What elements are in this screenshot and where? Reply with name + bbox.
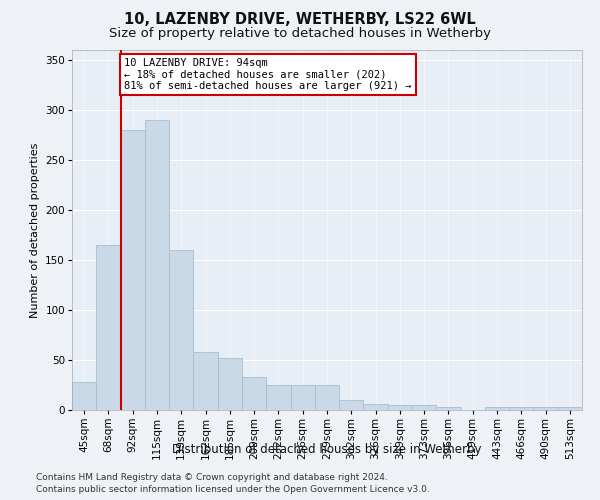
Bar	[121, 130, 145, 410]
Bar	[533, 407, 558, 410]
Bar	[218, 358, 242, 410]
Bar	[242, 377, 266, 410]
Bar	[193, 352, 218, 410]
Bar	[509, 407, 533, 410]
Bar	[339, 400, 364, 410]
Bar	[558, 407, 582, 410]
Bar	[290, 385, 315, 410]
Bar	[315, 385, 339, 410]
Bar	[364, 404, 388, 410]
Bar	[145, 120, 169, 410]
Text: Contains public sector information licensed under the Open Government Licence v3: Contains public sector information licen…	[36, 485, 430, 494]
Bar	[485, 407, 509, 410]
Y-axis label: Number of detached properties: Number of detached properties	[30, 142, 40, 318]
Bar	[169, 250, 193, 410]
Bar	[412, 405, 436, 410]
Bar	[96, 245, 121, 410]
Bar	[388, 405, 412, 410]
Text: Distribution of detached houses by size in Wetherby: Distribution of detached houses by size …	[172, 442, 482, 456]
Text: Contains HM Land Registry data © Crown copyright and database right 2024.: Contains HM Land Registry data © Crown c…	[36, 472, 388, 482]
Text: Size of property relative to detached houses in Wetherby: Size of property relative to detached ho…	[109, 28, 491, 40]
Bar	[266, 385, 290, 410]
Bar	[436, 407, 461, 410]
Bar	[72, 382, 96, 410]
Text: 10, LAZENBY DRIVE, WETHERBY, LS22 6WL: 10, LAZENBY DRIVE, WETHERBY, LS22 6WL	[124, 12, 476, 28]
Text: 10 LAZENBY DRIVE: 94sqm
← 18% of detached houses are smaller (202)
81% of semi-d: 10 LAZENBY DRIVE: 94sqm ← 18% of detache…	[124, 58, 412, 91]
